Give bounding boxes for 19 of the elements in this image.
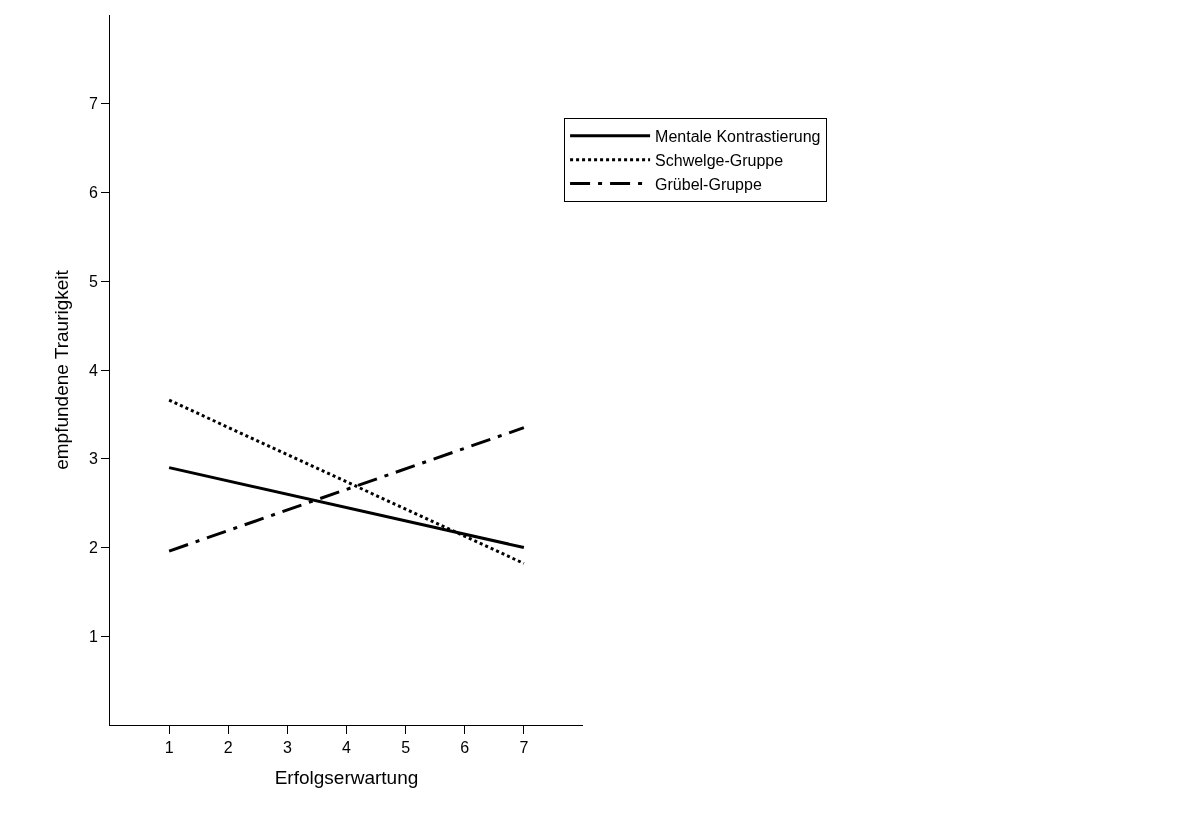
y-tick-label: 7: [88, 95, 98, 113]
x-tick-label: 6: [460, 739, 470, 757]
y-tick-label: 6: [88, 184, 98, 202]
y-tick-label: 3: [88, 450, 98, 468]
y-axis-title: empfundene Traurigkeit: [50, 269, 72, 470]
x-axis-title: Erfolgserwartung: [274, 767, 419, 788]
y-tick-label: 5: [88, 272, 98, 290]
y-tick-label: 1: [88, 627, 98, 645]
legend-label: Mentale Kontrastierung: [655, 128, 821, 146]
x-tick-label: 1: [164, 739, 174, 757]
x-tick-label: 5: [401, 739, 411, 757]
y-tick-label: 4: [88, 361, 98, 379]
legend-label: Schwelge-Gruppe: [655, 151, 784, 169]
x-tick-label: 2: [223, 739, 233, 757]
x-tick-label: 4: [342, 739, 352, 757]
legend-label: Grübel-Gruppe: [655, 175, 762, 193]
y-tick-label: 2: [88, 539, 98, 557]
x-tick-label: 3: [282, 739, 292, 757]
x-tick-label: 7: [519, 739, 529, 757]
